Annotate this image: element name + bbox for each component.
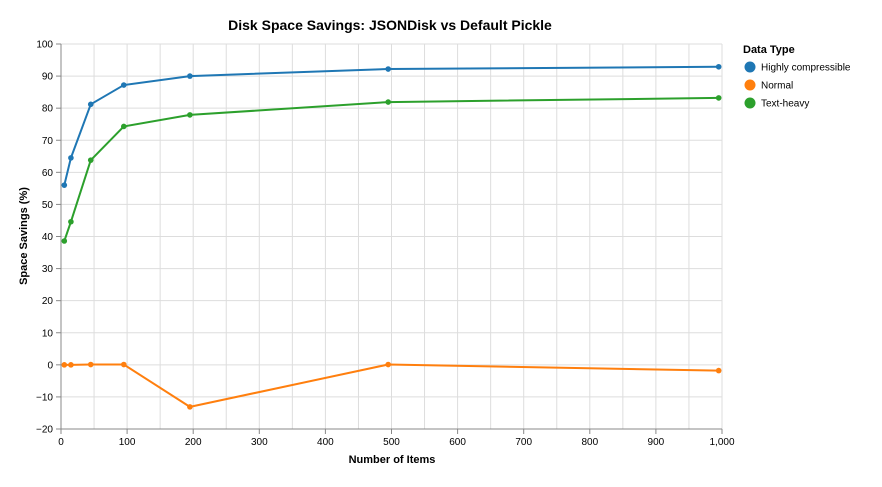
data-point-highly-compressible[interactable] [385, 66, 391, 72]
data-point-highly-compressible[interactable] [68, 155, 74, 161]
x-tick-label: 200 [185, 437, 202, 448]
data-point-text-heavy[interactable] [68, 218, 74, 225]
y-axis-title: Space Savings (%) [18, 187, 30, 285]
data-point-text-heavy[interactable] [715, 95, 722, 101]
data-point-text-heavy[interactable] [187, 112, 193, 118]
data-point-normal[interactable] [385, 361, 391, 368]
data-point-text-heavy[interactable] [385, 99, 391, 105]
y-tick-label: 40 [42, 232, 54, 243]
y-tick-label: 10 [42, 328, 54, 339]
data-point-highly-compressible[interactable] [715, 63, 722, 70]
legend-symbol [744, 61, 756, 73]
data-point-normal[interactable] [87, 361, 94, 368]
x-tick-label: 300 [251, 437, 268, 448]
chart-title: Disk Space Savings: JSONDisk vs Default … [228, 17, 552, 33]
series-text-heavy [61, 95, 722, 244]
x-tick-label: 900 [648, 437, 665, 448]
data-point-normal[interactable] [715, 367, 722, 374]
legend: Data Type Highly compressible Normal Text-… [743, 44, 851, 110]
y-tick-label: −10 [36, 392, 53, 403]
data-point-normal[interactable] [187, 404, 193, 410]
x-tick-label: 800 [581, 437, 598, 448]
x-tick-label: 400 [317, 437, 334, 448]
x-tick-label: 1,000 [709, 437, 734, 448]
x-tick-label: 500 [383, 437, 400, 448]
data-point-text-heavy[interactable] [87, 157, 94, 163]
data-point-normal[interactable] [61, 362, 68, 368]
x-tick-label: 600 [449, 437, 466, 448]
data-point-text-heavy[interactable] [61, 238, 68, 244]
series-normal [61, 361, 722, 410]
legend-symbol [744, 79, 756, 91]
series-layer [61, 63, 722, 410]
data-point-highly-compressible[interactable] [61, 182, 68, 188]
legend-symbol [744, 97, 756, 109]
data-point-highly-compressible[interactable] [87, 101, 94, 108]
legend-title: Data Type [743, 44, 795, 56]
data-point-text-heavy[interactable] [120, 123, 127, 130]
y-tick-label: 60 [42, 168, 54, 179]
data-point-normal[interactable] [68, 362, 74, 368]
y-tick-label: 70 [42, 136, 54, 147]
y-tick-label: 80 [42, 104, 54, 115]
x-tick-label: 0 [58, 437, 64, 448]
y-tick-label: 20 [42, 296, 54, 307]
y-tick-label: 50 [42, 200, 54, 211]
y-tick-label: 100 [36, 40, 53, 51]
x-tick-label: 700 [515, 437, 532, 448]
legend-label: Highly compressible [761, 63, 851, 74]
legend-label: Normal [761, 81, 793, 92]
y-tick-label: −20 [36, 425, 53, 436]
data-point-highly-compressible[interactable] [120, 82, 127, 88]
data-point-highly-compressible[interactable] [187, 73, 193, 79]
y-tick-label: 0 [47, 360, 53, 371]
legend-label: Text-heavy [761, 99, 809, 110]
series-highly-compressible [61, 63, 722, 188]
data-point-normal[interactable] [120, 361, 127, 368]
y-tick-label: 90 [42, 72, 54, 83]
x-tick-label: 100 [119, 437, 136, 448]
y-tick-label: 30 [42, 264, 54, 275]
axes-layer: 0 100 200 300 400 500 600 700 800 900 1,000 −20 −10 0… [36, 40, 735, 449]
x-axis-title: Number of Items [349, 454, 436, 466]
